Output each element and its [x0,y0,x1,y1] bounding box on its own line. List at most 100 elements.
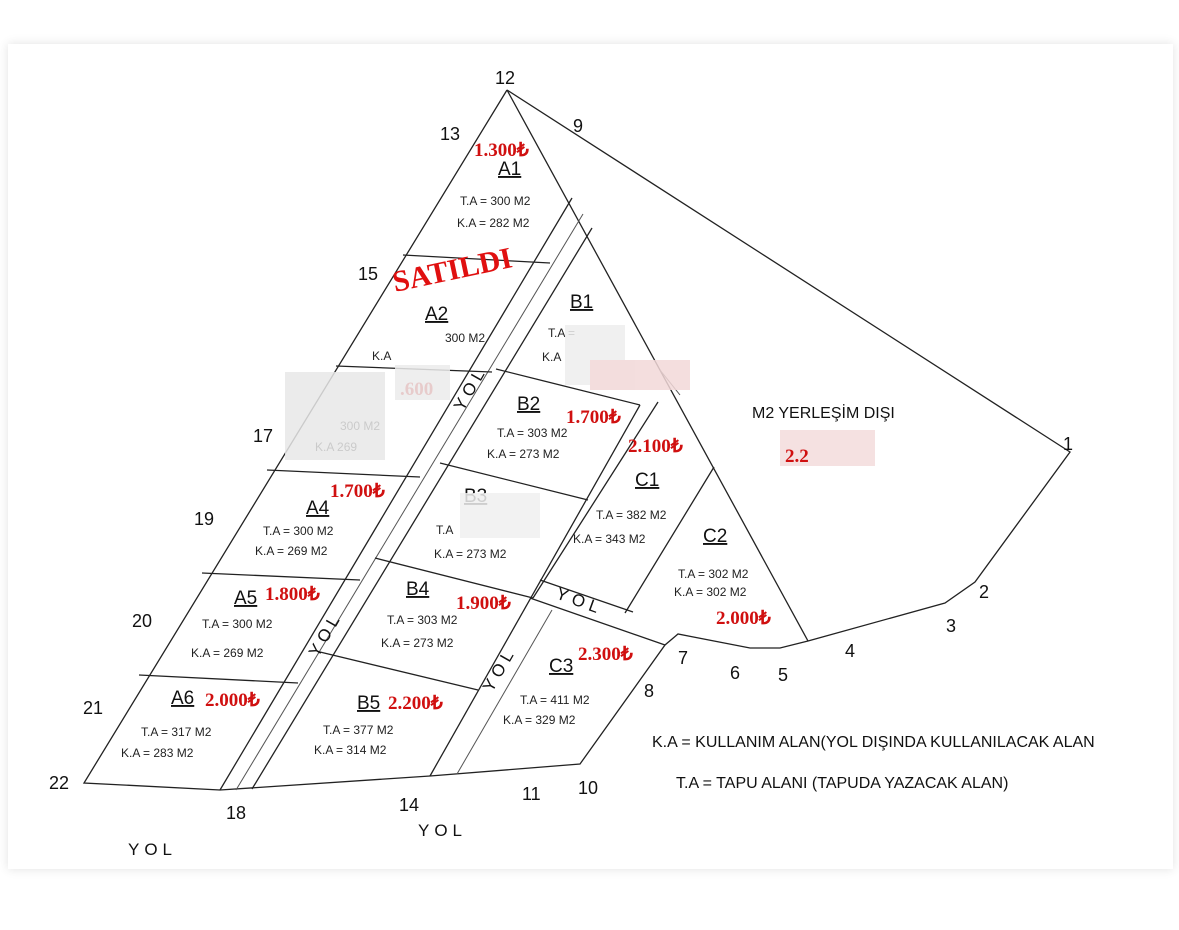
title-deed-area: T.A = 303 M2 [387,613,458,627]
outer-boundary [82,89,1071,791]
point-6: 6 [730,663,740,683]
a4-a5 [201,572,361,581]
point-numbers: 12 13 9 15 17 19 20 21 22 18 14 11 10 8 … [49,68,1073,823]
plan-card [8,44,1173,869]
road3-edge-b [529,597,666,646]
b2-b3 [439,462,589,501]
road-label-c: YOL [554,584,607,619]
parcel-price: 2.300₺ [578,644,633,665]
usable-area: K.A = 273 M2 [434,547,507,561]
blur-patches [285,325,875,538]
parcel-id: A1 [498,159,521,180]
title-deed-area: T.A = 300 M2 [263,524,334,538]
usable-area: K.A = 329 M2 [503,713,576,727]
road2-edge-b [456,609,553,775]
usable-area: K.A [542,350,561,364]
parcel-id: C1 [635,470,659,491]
b4-b5 [319,651,479,691]
parcel-id: B5 [357,693,380,714]
legend-ta: T.A = TAPU ALANI (TAPUDA YAZACAK ALAN) [676,775,1008,792]
outside-zone-label: M2 YERLEŞİM DIŞI [752,403,895,422]
road-label-bottom-left: YOL [128,840,177,859]
parcel-price: 2.100₺ [628,436,683,457]
boundary-lines [82,89,1071,791]
usable-area: K.A = 269 M2 [255,544,328,558]
parcel-a2: A2 300 M2 K.A [372,304,485,363]
point-9: 9 [573,116,583,136]
title-deed-area: 300 M2 [445,331,485,345]
road2-edge-a [429,404,641,777]
title-deed-area: T.A = 302 M2 [678,567,749,581]
legend-ka: K.A = KULLANIM ALAN(YOL DIŞINDA KULLANIL… [652,734,1095,751]
title-deed-area: T.A = 300 M2 [460,194,531,208]
point-7: 7 [678,648,688,668]
parcel-a6: A6 T.A = 317 M2 K.A = 283 M2 2.000₺ [121,688,260,760]
usable-area: K.A = 273 M2 [487,447,560,461]
road3-edge-a [539,579,634,613]
parcel-a1: A1 T.A = 300 M2 K.A = 282 M2 1.300₺ [457,140,531,230]
usable-area: K.A = 283 M2 [121,746,194,760]
point-11: 11 [522,784,541,804]
point-21: 21 [83,698,103,718]
title-deed-area: T.A = 411 M2 [520,693,590,707]
usable-area: K.A = 302 M2 [674,585,747,599]
point-15: 15 [358,264,378,284]
road-label-bottom: YOL [418,821,467,840]
parcel-c3: C3 T.A = 411 M2 K.A = 329 M2 2.300₺ [503,644,633,727]
parcel-id: B4 [406,579,430,600]
c-column-edge [532,401,659,599]
point-2: 2 [979,582,989,602]
parcel-id: A4 [306,498,330,519]
parcel-c1: C1 T.A = 382 M2 K.A = 343 M2 2.100₺ [573,436,683,546]
usable-area: K.A = 269 M2 [191,646,264,660]
parcel-id: A2 [425,304,448,325]
road1-edge-b [235,213,584,791]
parcel-b2: B2 T.A = 303 M2 K.A = 273 M2 1.700₺ [487,394,621,461]
parcel-price: 1.700₺ [566,407,621,428]
title-deed-area: T.A = 303 M2 [497,426,568,440]
parcel-id: C2 [703,526,727,547]
title-deed-area: T.A [436,523,453,537]
road-label-middle: YOL [479,643,520,695]
point-8: 8 [644,681,654,701]
title-deed-area: T.A = 317 M2 [141,725,212,739]
parcel-c2: C2 T.A = 302 M2 K.A = 302 M2 2.000₺ [674,526,771,629]
point-17: 17 [253,426,273,446]
outside-price: 2.2 [785,446,809,467]
c2-edge [624,466,715,614]
usable-area: K.A = 314 M2 [314,743,387,757]
parcel-id: A6 [171,688,194,709]
point-10: 10 [578,778,598,798]
parcel-price: 1.700₺ [330,481,385,502]
road-label-upper: YOL [450,362,491,414]
usable-area: K.A = 273 M2 [381,636,454,650]
parcel-price: 1.800₺ [265,584,320,605]
parcel-price: 1.900₺ [456,593,511,614]
point-12: 12 [495,68,515,88]
point-4: 4 [845,641,855,661]
road1-edge-a [219,197,573,791]
parcel-id: C3 [549,656,573,677]
point-18: 18 [226,803,246,823]
point-14: 14 [399,795,419,815]
point-13: 13 [440,124,460,144]
b1-b2 [495,368,641,406]
a5-a6 [138,674,299,684]
a1-a2 [402,254,551,264]
parcel-id: A5 [234,588,257,609]
parcel-b5: B5 T.A = 377 M2 K.A = 314 M2 2.200₺ [314,693,443,757]
parcel-id: B1 [570,292,593,313]
road-label-lower: YOL [305,608,346,660]
point-22: 22 [49,773,69,793]
parcel-price: 1.300₺ [474,140,529,161]
sold-stamp: SATILDI [390,241,515,298]
usable-area: K.A = 282 M2 [457,216,530,230]
road1-edge-c [251,227,593,790]
usable-area: K.A = 343 M2 [573,532,646,546]
parcel-a5: A5 T.A = 300 M2 K.A = 269 M2 1.800₺ [191,584,320,660]
parcel-a4: A4 T.A = 300 M2 K.A = 269 M2 1.700₺ [255,481,385,558]
title-deed-area: T.A = 377 M2 [323,723,394,737]
point-20: 20 [132,611,152,631]
title-deed-area: T.A = 382 M2 [596,508,667,522]
